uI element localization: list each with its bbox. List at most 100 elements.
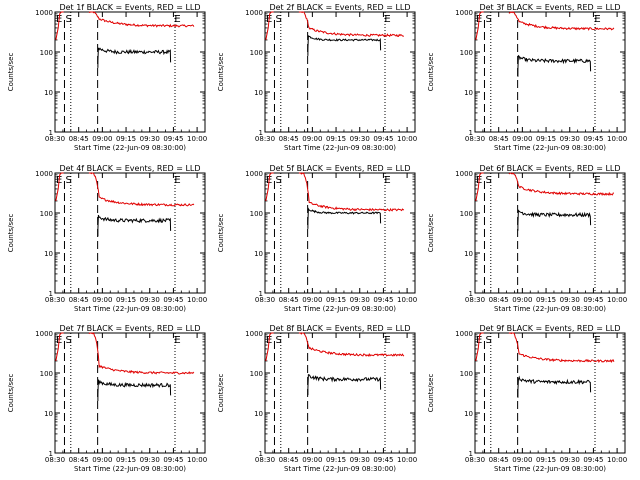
y-axis-label: Counts/sec <box>427 374 435 413</box>
x-tick-label: 09:15 <box>116 135 136 143</box>
y-tick-label: 1000 <box>35 330 53 338</box>
x-tick-label: 09:45 <box>583 296 603 304</box>
panel-2: Det 2f BLACK = Events, RED = LLD 1 10 100 10… <box>217 3 417 152</box>
y-tick-label: 100 <box>460 210 473 218</box>
event-marker-e: E <box>174 175 180 186</box>
x-tick-label: 08:45 <box>489 456 509 464</box>
panel-1: Det 1f BLACK = Events, RED = LLD 1 10 100 10… <box>7 3 207 152</box>
x-tick-label: 09:15 <box>326 456 346 464</box>
x-tick-label: 09:45 <box>583 456 603 464</box>
lld-series-line <box>55 11 195 41</box>
x-tick-label: 08:45 <box>69 456 89 464</box>
event-marker-s: S <box>65 175 71 186</box>
lld-series-line <box>265 11 405 41</box>
event-marker-e: E <box>384 335 390 346</box>
y-tick-label: 1000 <box>245 9 263 17</box>
x-tick-label: 08:45 <box>489 296 509 304</box>
x-tick-label: 08:30 <box>465 135 485 143</box>
panel-title: Det 3f BLACK = Events, RED = LLD <box>479 3 620 12</box>
y-tick-label: 100 <box>460 370 473 378</box>
y-tick-label: 1000 <box>455 9 473 17</box>
x-tick-label: 10:00 <box>607 456 627 464</box>
plot-frame <box>474 332 626 454</box>
panel-title: Det 5f BLACK = Events, RED = LLD <box>269 164 410 173</box>
y-axis-label: Counts/sec <box>7 53 15 92</box>
y-tick-label: 10 <box>464 89 473 97</box>
y-axis-label: Counts/sec <box>217 214 225 253</box>
y-tick-label: 1 <box>469 450 473 458</box>
panel-7: Det 7f BLACK = Events, RED = LLD 1 10 100 10… <box>7 324 207 473</box>
x-axis-label: Start Time (22-Jun-09 08:30:00) <box>74 144 186 152</box>
y-tick-label: 1 <box>469 129 473 137</box>
event-marker-s: S <box>485 175 491 186</box>
lld-series-line <box>475 172 614 202</box>
event-marker-e: E <box>594 14 600 25</box>
y-axis-label: Counts/sec <box>7 214 15 253</box>
events-series-line <box>517 54 592 77</box>
event-marker-s: S <box>485 14 491 25</box>
y-tick-label: 1000 <box>35 9 53 17</box>
y-tick-label: 1 <box>259 450 263 458</box>
events-series-line <box>517 209 592 231</box>
x-axis-label: Start Time (22-Jun-09 08:30:00) <box>284 465 396 473</box>
plot-frame <box>474 172 626 294</box>
x-axis-label: Start Time (22-Jun-09 08:30:00) <box>74 465 186 473</box>
x-tick-label: 08:45 <box>279 456 299 464</box>
y-tick-label: 1 <box>259 290 263 298</box>
x-tick-label: 09:45 <box>373 296 393 304</box>
y-tick-label: 10 <box>254 89 263 97</box>
y-tick-label: 100 <box>40 210 53 218</box>
x-tick-label: 08:30 <box>255 135 275 143</box>
y-tick-label: 1000 <box>245 170 263 178</box>
x-tick-label: 09:15 <box>116 296 136 304</box>
y-tick-label: 10 <box>44 410 53 418</box>
x-tick-label: 10:00 <box>607 296 627 304</box>
plot-frame <box>54 11 206 133</box>
x-axis-label: Start Time (22-Jun-09 08:30:00) <box>494 305 606 313</box>
plot-frame <box>264 11 416 133</box>
x-tick-label: 09:45 <box>163 456 183 464</box>
y-tick-label: 1 <box>469 290 473 298</box>
lld-series-line <box>475 11 615 41</box>
plot-frame <box>264 332 416 454</box>
y-tick-label: 100 <box>40 49 53 57</box>
y-tick-label: 1 <box>49 450 53 458</box>
events-series-line <box>97 379 172 401</box>
x-tick-label: 09:00 <box>92 296 112 304</box>
y-tick-label: 10 <box>464 410 473 418</box>
x-tick-label: 08:30 <box>255 456 275 464</box>
event-marker-s: S <box>275 175 281 186</box>
x-axis-label: Start Time (22-Jun-09 08:30:00) <box>284 144 396 152</box>
x-tick-label: 08:30 <box>45 456 65 464</box>
event-marker-e: E <box>594 175 600 186</box>
y-tick-label: 10 <box>44 89 53 97</box>
x-tick-label: 09:15 <box>536 296 556 304</box>
panel-title: Det 2f BLACK = Events, RED = LLD <box>269 3 410 12</box>
y-tick-label: 100 <box>250 370 263 378</box>
panel-title: Det 4f BLACK = Events, RED = LLD <box>59 164 200 173</box>
x-tick-label: 08:45 <box>489 135 509 143</box>
x-tick-label: 10:00 <box>187 135 207 143</box>
events-series-line <box>307 207 382 229</box>
lld-series-line <box>55 172 195 207</box>
panel-title: Det 1f BLACK = Events, RED = LLD <box>59 3 200 12</box>
event-marker-e: E <box>174 335 180 346</box>
y-tick-label: 1 <box>259 129 263 137</box>
x-tick-label: 10:00 <box>397 135 417 143</box>
x-tick-label: 09:15 <box>116 456 136 464</box>
x-tick-label: 09:15 <box>326 296 346 304</box>
x-tick-label: 08:30 <box>465 456 485 464</box>
x-tick-label: 08:30 <box>255 296 275 304</box>
panel-title: Det 8f BLACK = Events, RED = LLD <box>269 324 410 333</box>
x-tick-label: 09:30 <box>140 456 160 464</box>
x-tick-label: 09:00 <box>302 296 322 304</box>
y-axis-label: Counts/sec <box>7 374 15 413</box>
plot-frame <box>264 172 416 294</box>
y-axis-label: Counts/sec <box>427 53 435 92</box>
x-tick-label: 09:45 <box>373 456 393 464</box>
event-marker-e: E <box>384 175 390 186</box>
events-series-line <box>97 214 172 237</box>
x-tick-label: 09:45 <box>163 135 183 143</box>
x-axis-label: Start Time (22-Jun-09 08:30:00) <box>494 144 606 152</box>
y-tick-label: 1000 <box>455 330 473 338</box>
